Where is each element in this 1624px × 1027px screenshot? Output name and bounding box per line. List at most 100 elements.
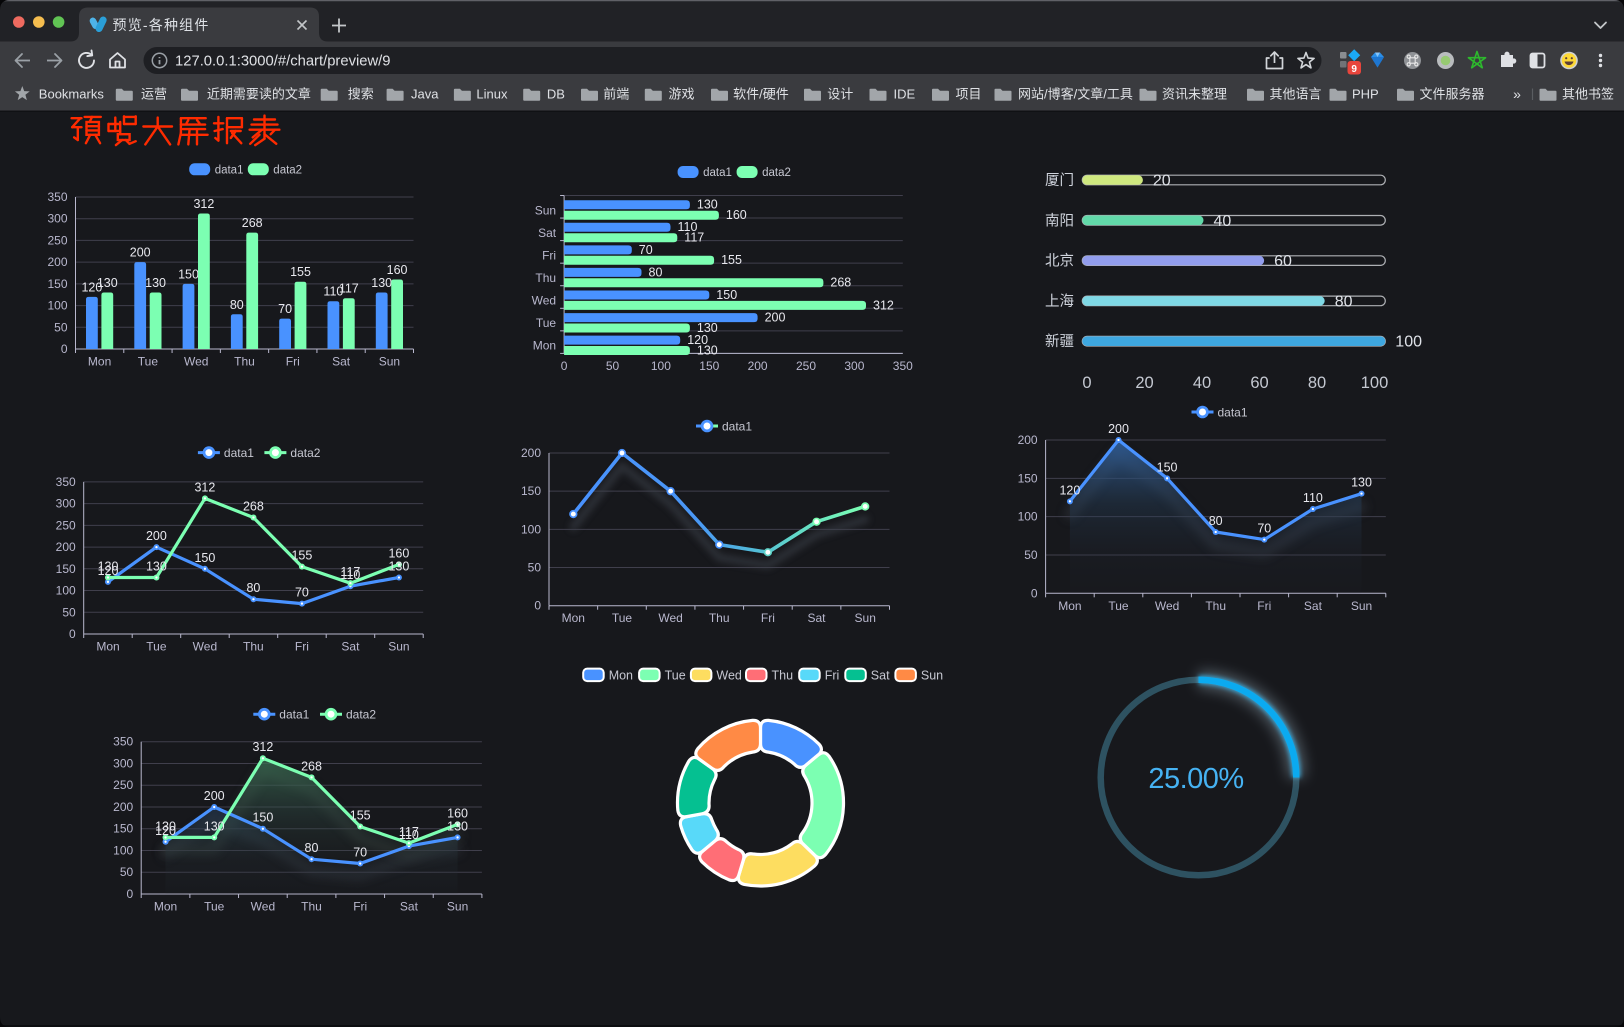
svg-text:120: 120	[98, 564, 119, 578]
svg-text:Tue: Tue	[146, 640, 167, 654]
svg-text:110: 110	[678, 220, 698, 234]
svg-text:Sat: Sat	[807, 611, 826, 625]
svg-text:70: 70	[295, 586, 309, 600]
svg-text:100: 100	[113, 844, 133, 858]
svg-text:110: 110	[323, 285, 343, 299]
svg-text:268: 268	[301, 759, 322, 773]
svg-text:200: 200	[56, 540, 76, 554]
svg-text:50: 50	[120, 865, 134, 879]
svg-text:Tue: Tue	[204, 900, 225, 914]
svg-text:150: 150	[178, 267, 199, 281]
svg-text:0: 0	[1031, 586, 1038, 600]
svg-text:120: 120	[687, 333, 708, 347]
svg-text:150: 150	[521, 484, 541, 498]
svg-text:130: 130	[97, 276, 118, 290]
svg-text:Wed: Wed	[716, 668, 742, 682]
svg-text:350: 350	[56, 475, 76, 489]
svg-text:data1: data1	[703, 167, 732, 179]
svg-text:80: 80	[305, 841, 319, 855]
svg-text:200: 200	[765, 311, 786, 325]
svg-text:150: 150	[56, 562, 76, 576]
svg-text:Mon: Mon	[609, 668, 633, 682]
svg-text:Wed: Wed	[184, 355, 208, 369]
svg-text:130: 130	[388, 560, 409, 574]
svg-text:Java: Java	[411, 87, 439, 102]
svg-text:Tue: Tue	[1108, 599, 1129, 613]
svg-text:20: 20	[1135, 374, 1153, 392]
svg-text:Tue: Tue	[612, 611, 633, 625]
svg-text:80: 80	[1308, 374, 1326, 392]
svg-text:130: 130	[204, 819, 225, 833]
svg-text:150: 150	[252, 811, 273, 825]
svg-text:200: 200	[521, 446, 541, 460]
svg-text:150: 150	[1018, 471, 1038, 485]
svg-text:100: 100	[521, 522, 541, 536]
svg-text:新疆: 新疆	[1045, 333, 1074, 350]
svg-text:上海: 上海	[1045, 293, 1074, 310]
svg-text:200: 200	[1108, 422, 1129, 436]
svg-text:117: 117	[340, 565, 360, 579]
svg-text:Mon: Mon	[88, 355, 111, 369]
svg-text:130: 130	[447, 819, 468, 833]
svg-text:0: 0	[69, 627, 76, 641]
svg-text:Fri: Fri	[286, 355, 300, 369]
svg-text:150: 150	[1157, 460, 1178, 474]
svg-text:200: 200	[1018, 433, 1038, 447]
svg-text:130: 130	[146, 560, 167, 574]
svg-text:»: »	[1513, 86, 1521, 102]
svg-text:155: 155	[291, 549, 312, 563]
svg-text:200: 200	[130, 246, 151, 260]
svg-text:300: 300	[56, 497, 76, 511]
svg-text:Thu: Thu	[301, 900, 322, 914]
svg-text:120: 120	[81, 280, 102, 294]
svg-text:117: 117	[339, 282, 359, 296]
svg-text:资讯未整理: 资讯未整理	[1162, 87, 1227, 102]
svg-text:40: 40	[1193, 374, 1211, 392]
svg-text:110: 110	[399, 828, 419, 842]
svg-text:100: 100	[56, 584, 76, 598]
svg-text:200: 200	[146, 529, 167, 543]
svg-text:200: 200	[113, 800, 133, 814]
svg-text:data2: data2	[762, 167, 791, 179]
svg-text:50: 50	[528, 561, 542, 575]
svg-text:Sun: Sun	[535, 203, 556, 217]
svg-text:20: 20	[1153, 173, 1171, 190]
svg-text:近期需要读的文章: 近期需要读的文章	[207, 87, 311, 102]
svg-text:100: 100	[1361, 374, 1389, 392]
svg-text:160: 160	[726, 208, 747, 222]
svg-text:Fri: Fri	[825, 668, 840, 682]
svg-text:Mon: Mon	[1058, 599, 1081, 613]
svg-text:120: 120	[155, 824, 176, 838]
svg-text:50: 50	[62, 605, 76, 619]
svg-text:60: 60	[1250, 374, 1268, 392]
svg-text:200: 200	[47, 255, 67, 269]
svg-text:300: 300	[113, 757, 133, 771]
svg-text:Mon: Mon	[533, 339, 556, 353]
svg-text:155: 155	[350, 809, 371, 823]
svg-text:Thu: Thu	[1205, 599, 1226, 613]
svg-text:IDE: IDE	[894, 87, 916, 102]
svg-text:50: 50	[1024, 548, 1038, 562]
svg-text:130: 130	[145, 276, 166, 290]
svg-text:北京: 北京	[1045, 253, 1074, 270]
svg-text:250: 250	[113, 778, 133, 792]
svg-text:312: 312	[873, 298, 894, 312]
svg-text:Mon: Mon	[154, 900, 177, 914]
svg-text:70: 70	[278, 302, 292, 316]
svg-text:110: 110	[340, 568, 360, 582]
svg-text:Fri: Fri	[542, 248, 556, 262]
svg-text:Fri: Fri	[295, 640, 309, 654]
svg-text:Mon: Mon	[562, 611, 585, 625]
svg-text:其他书签: 其他书签	[1562, 87, 1614, 102]
svg-text:Sat: Sat	[341, 640, 360, 654]
svg-text:268: 268	[830, 276, 851, 290]
svg-text:Wed: Wed	[532, 294, 556, 308]
svg-text:Fri: Fri	[1257, 599, 1271, 613]
svg-text:南阳: 南阳	[1045, 212, 1074, 229]
svg-text:data1: data1	[722, 419, 752, 433]
svg-text:130: 130	[155, 819, 176, 833]
svg-text:Tue: Tue	[536, 316, 557, 330]
svg-text:160: 160	[387, 263, 408, 277]
svg-text:Wed: Wed	[193, 640, 217, 654]
svg-text:117: 117	[399, 825, 419, 839]
